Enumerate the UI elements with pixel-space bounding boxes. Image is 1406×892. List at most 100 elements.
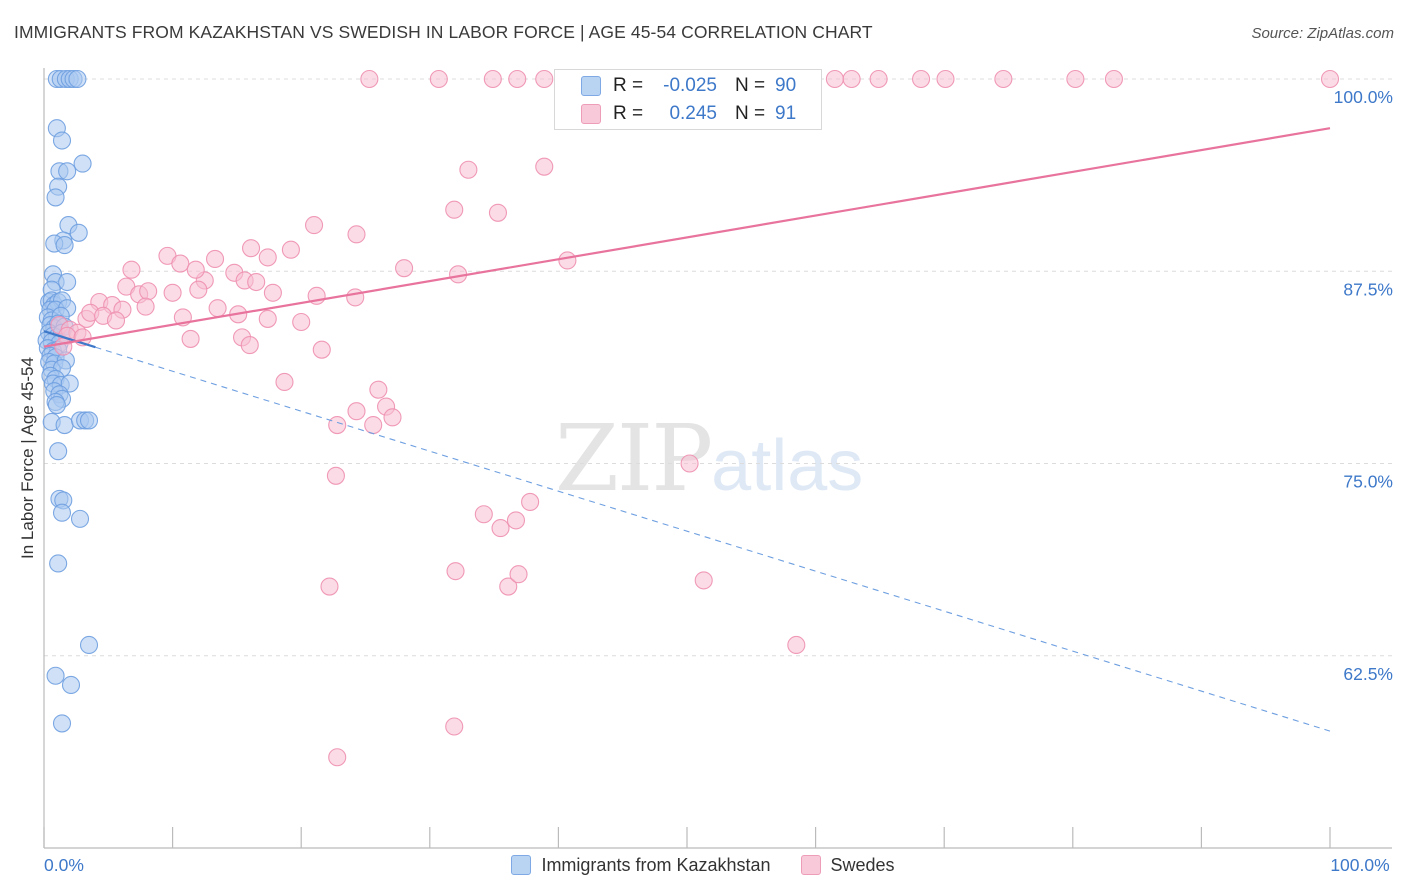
swedes-point xyxy=(459,160,478,179)
kazakhstan-point xyxy=(58,272,77,292)
stats-r-value: -0.025 xyxy=(663,75,717,96)
swedes-trend-line xyxy=(43,127,1331,348)
swedes-point xyxy=(208,299,227,318)
swedes-point xyxy=(483,69,502,89)
stats-n-value: 90 xyxy=(775,75,797,96)
kazakhstan-point xyxy=(49,554,68,573)
swedes-point xyxy=(328,415,347,435)
y-tick-label: 100.0% xyxy=(1334,87,1393,107)
swedes-point xyxy=(364,415,383,435)
swedes-point xyxy=(328,748,347,767)
source-label: Source: ZipAtlas.com xyxy=(1251,25,1394,42)
kazakhstan-point xyxy=(70,509,90,528)
legend-swatch-pink xyxy=(800,855,821,875)
swedes-point xyxy=(499,577,518,596)
kazakhstan-point xyxy=(79,635,99,655)
swedes-point xyxy=(869,69,888,89)
swedes-point xyxy=(163,283,182,302)
swedes-point xyxy=(369,380,388,399)
x-tick-label: 0.0% xyxy=(44,855,84,875)
swedes-point xyxy=(189,280,208,299)
kazakhstan-point xyxy=(69,223,88,242)
swedes-point xyxy=(383,408,402,427)
swedes-point xyxy=(446,562,465,581)
stats-r-value: 0.245 xyxy=(669,103,717,124)
swedes-point xyxy=(936,69,955,89)
tick-labels: 100.0% 87.5% 75.0% 62.5% 0.0% 100.0% xyxy=(44,87,1393,875)
swedes-point xyxy=(326,466,345,485)
swedes-point xyxy=(347,402,366,421)
kazakhstan-points xyxy=(37,69,99,733)
swedes-point xyxy=(558,251,577,270)
stats-legend: R = -0.025 N = 90 R = 0.245 N = 91 xyxy=(554,69,822,130)
y-tick-label: 62.5% xyxy=(1343,664,1393,684)
kazakhstan-point xyxy=(52,714,72,733)
swedes-point xyxy=(787,635,806,655)
swedes-point xyxy=(842,69,861,89)
bottom-legend: Immigrants from Kazakhstan Swedes xyxy=(0,852,1406,878)
swedes-point xyxy=(491,519,510,538)
y-axis-label: In Labor Force | Age 45-54 xyxy=(18,357,37,559)
swedes-point xyxy=(347,225,366,244)
legend-item-swedes[interactable]: Swedes xyxy=(800,854,895,876)
swedes-point xyxy=(535,69,554,89)
swedes-point xyxy=(205,249,225,268)
kazakhstan-point xyxy=(49,442,68,461)
y-tick-label: 75.0% xyxy=(1343,472,1393,492)
swedes-point xyxy=(360,69,379,89)
kazakhstan-point xyxy=(61,675,81,695)
swedes-point xyxy=(346,288,365,307)
stats-swatch-blue xyxy=(581,76,601,96)
legend-label-kazakhstan: Immigrants from Kazakhstan xyxy=(541,854,771,875)
swedes-point xyxy=(429,69,448,89)
swedes-point xyxy=(694,571,713,590)
stats-r-label: R = xyxy=(613,103,644,124)
x-tick-label: 100.0% xyxy=(1330,855,1389,875)
swedes-point xyxy=(1066,69,1085,89)
kazakhstan-point xyxy=(58,162,77,181)
swedes-point xyxy=(320,577,339,596)
swedes-point xyxy=(292,312,311,332)
kazakhstan-trend-solid xyxy=(43,330,96,349)
watermark: ZIPatlas xyxy=(555,405,863,512)
swedes-point xyxy=(181,329,200,348)
kazakhstan-point xyxy=(52,131,72,150)
stats-n-label: N = xyxy=(735,75,766,96)
swedes-point xyxy=(136,297,155,316)
swedes-point xyxy=(521,492,540,512)
trend-lines xyxy=(43,127,1331,732)
swedes-point xyxy=(258,248,277,267)
kazakhstan-point xyxy=(55,236,74,255)
kazakhstan-trend-dashed xyxy=(95,346,1331,732)
legend-label-swedes: Swedes xyxy=(830,854,895,875)
stats-swatch-pink xyxy=(581,104,601,124)
kazakhstan-point xyxy=(46,188,65,207)
y-tick-label: 87.5% xyxy=(1343,279,1393,299)
swedes-point xyxy=(488,203,508,222)
kazakhstan-point xyxy=(55,415,74,435)
kazakhstan-point xyxy=(46,666,65,685)
swedes-point xyxy=(186,260,205,279)
kazakhstan-point xyxy=(79,411,99,430)
swedes-point xyxy=(825,69,844,89)
swedes-point xyxy=(258,309,277,328)
kazakhstan-point xyxy=(52,503,72,522)
stats-n-label: N = xyxy=(735,103,766,124)
swedes-point xyxy=(1320,69,1340,89)
axes xyxy=(43,68,1392,849)
swedes-point xyxy=(241,239,261,258)
watermark-atlas: atlas xyxy=(711,426,864,506)
swedes-point xyxy=(122,260,141,279)
swedes-point xyxy=(445,717,464,736)
swedes-point xyxy=(474,505,493,524)
swedes-point xyxy=(508,69,527,89)
swedes-point xyxy=(171,254,190,273)
chart-title: IMMIGRANTS FROM KAZAKHSTAN VS SWEDISH IN… xyxy=(14,22,873,42)
swedes-point xyxy=(395,259,414,278)
swedes-point xyxy=(263,283,282,302)
kazakhstan-point xyxy=(47,396,66,415)
legend-item-kazakhstan[interactable]: Immigrants from Kazakhstan xyxy=(511,854,771,876)
swedes-points xyxy=(50,69,1340,767)
swedes-point xyxy=(312,340,331,359)
